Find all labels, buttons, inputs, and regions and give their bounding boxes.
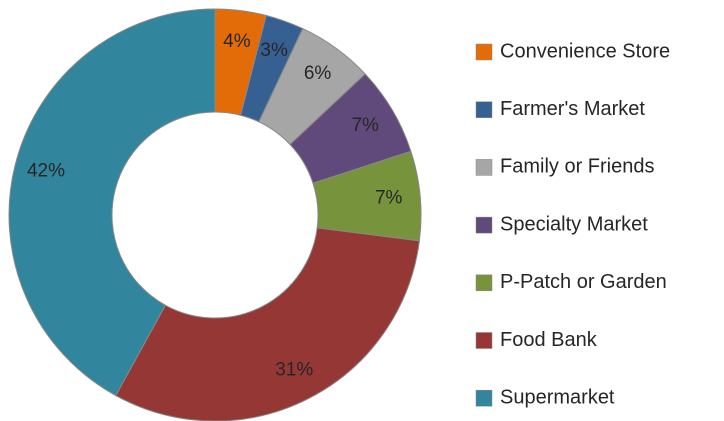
legend-swatch [475, 43, 493, 61]
legend-swatch [475, 274, 493, 292]
data-label: 7% [351, 115, 379, 136]
data-label: 3% [260, 40, 288, 61]
data-label: 42% [27, 161, 65, 182]
legend-label: Farmer's Market [500, 98, 645, 120]
legend-label: Supermarket [500, 386, 615, 408]
legend-label: Food Bank [500, 329, 598, 351]
data-label: 31% [275, 359, 313, 380]
legend-label: Family or Friends [500, 156, 654, 178]
data-label: 7% [375, 188, 403, 209]
legend-swatch [475, 216, 493, 234]
legend-swatch [475, 332, 493, 349]
legend-swatch [475, 389, 493, 407]
data-label: 6% [304, 63, 332, 84]
legend-label: Specialty Market [500, 213, 648, 235]
legend-swatch [475, 159, 493, 176]
legend-label: Convenience Store [500, 40, 670, 62]
donut-slice [115, 227, 420, 421]
data-label: 4% [223, 31, 251, 52]
legend-label: P-Patch or Garden [500, 271, 667, 293]
legend-swatch [475, 101, 493, 118]
donut-slice [8, 8, 216, 397]
